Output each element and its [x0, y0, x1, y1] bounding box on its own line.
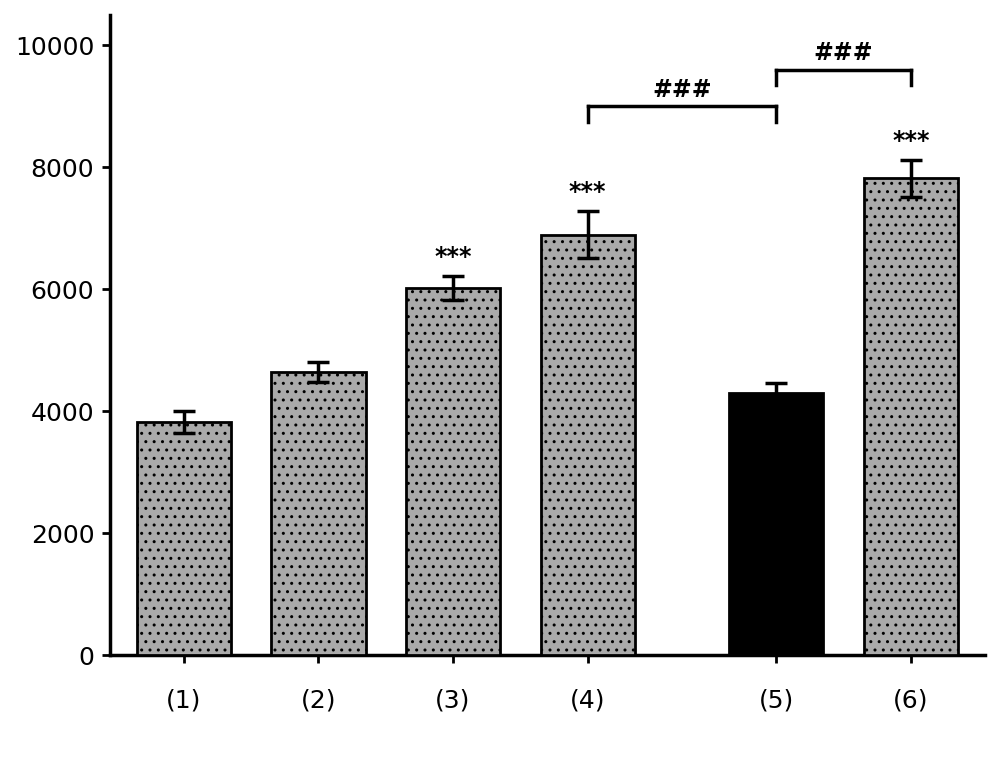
Text: ***: ***	[434, 244, 472, 269]
Bar	[541, 234, 635, 656]
Text: ###: ###	[814, 41, 873, 65]
Text: ***: ***	[569, 180, 606, 204]
Bar	[137, 422, 231, 656]
Bar	[729, 393, 823, 656]
Text: ###: ###	[652, 77, 712, 102]
Text: ***: ***	[892, 129, 930, 153]
Bar	[864, 178, 958, 656]
Bar	[271, 372, 366, 656]
Bar	[406, 288, 500, 656]
